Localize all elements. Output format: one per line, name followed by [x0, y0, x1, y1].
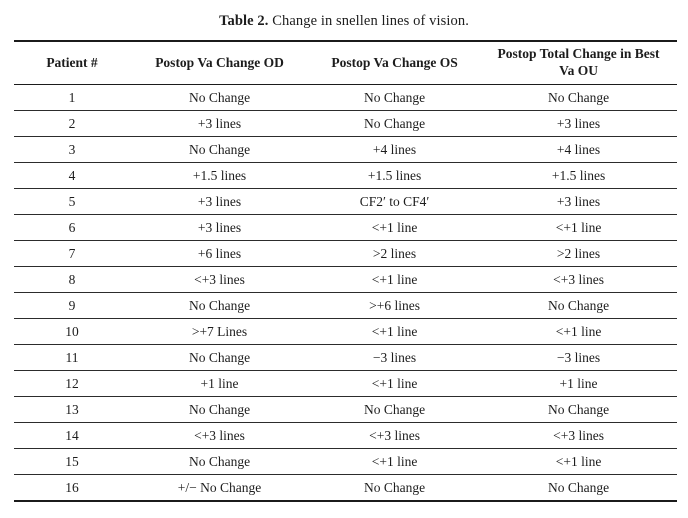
snellen-vision-table: Patient # Postop Va Change OD Postop Va … — [14, 40, 677, 502]
patient-cell: 16 — [65, 479, 79, 495]
patient-cell: 11 — [14, 344, 131, 371]
table-header-row: Patient # Postop Va Change OD Postop Va … — [14, 41, 677, 85]
table-row: 6 +3 lines <+1 line <+1 line — [14, 214, 677, 241]
od-cell: +3 lines — [130, 188, 310, 215]
patient-cell: 15 — [14, 448, 131, 475]
table-container: Patient # Postop Va Change OD Postop Va … — [14, 40, 677, 502]
os-cell: <+1 line — [309, 266, 481, 293]
os-cell: >2 lines — [309, 240, 481, 267]
os-cell: <+1 line — [309, 448, 481, 475]
os-cell: >+6 lines — [309, 292, 481, 319]
patient-cell: 10 — [14, 318, 131, 345]
patient-cell: 6 — [14, 214, 131, 241]
od-cell: <+3 lines — [130, 266, 310, 293]
od-cell: No Change — [130, 344, 310, 371]
ou-cell: +3 lines — [480, 188, 677, 215]
ou-cell: No Change — [480, 84, 677, 111]
od-cell: No Change — [130, 136, 310, 163]
table-row: 13 No Change No Change No Change — [14, 396, 677, 423]
table-row: 12 +1 line <+1 line +1 line — [14, 370, 677, 397]
os-cell: <+1 line — [309, 318, 481, 345]
od-cell: +3 lines — [130, 110, 310, 137]
table-row: 11 No Change −3 lines −3 lines — [14, 344, 677, 371]
od-cell: No Change — [130, 448, 310, 475]
column-header-od: Postop Va Change OD — [130, 41, 310, 85]
table-row: 15 No Change <+1 line <+1 line — [14, 448, 677, 475]
patient-cell: 14 — [14, 422, 131, 449]
ou-cell: +3 lines — [480, 110, 677, 137]
table-caption-label: Table 2. — [219, 13, 269, 29]
ou-cell: >2 lines — [480, 240, 677, 267]
patient-cell: 13 — [14, 396, 131, 423]
patient-cell: 7 — [14, 240, 131, 267]
column-header-patient: Patient # — [14, 41, 131, 85]
od-cell: +/− No Change — [177, 479, 262, 495]
table-row: 16 +/− No Change No Change No Change — [14, 475, 677, 502]
os-cell: No Change — [309, 84, 481, 111]
ou-cell: +1 line — [480, 370, 677, 397]
ou-cell: +4 lines — [480, 136, 677, 163]
od-cell: <+3 lines — [130, 422, 310, 449]
od-cell: +6 lines — [130, 240, 310, 267]
os-cell: CF2′ to CF4′ — [309, 188, 481, 215]
od-cell: No Change — [130, 84, 310, 111]
ou-cell: No Change — [480, 396, 677, 423]
os-cell: No Change — [363, 479, 426, 495]
patient-cell: 9 — [14, 292, 131, 319]
table-row: 4 +1.5 lines +1.5 lines +1.5 lines — [14, 162, 677, 189]
ou-cell: No Change — [480, 292, 677, 319]
os-cell: +4 lines — [309, 136, 481, 163]
os-cell: <+3 lines — [309, 422, 481, 449]
column-header-os: Postop Va Change OS — [309, 41, 481, 85]
patient-cell: 2 — [14, 110, 131, 137]
od-cell: +1 line — [130, 370, 310, 397]
os-cell: <+1 line — [309, 214, 481, 241]
od-cell: >+7 Lines — [130, 318, 310, 345]
patient-cell: 1 — [14, 84, 131, 111]
table-row: 7 +6 lines >2 lines >2 lines — [14, 240, 677, 267]
column-header-ou: Postop Total Change in Best Va OU — [480, 41, 677, 85]
table-row: 5 +3 lines CF2′ to CF4′ +3 lines — [14, 188, 677, 215]
ou-cell: <+1 line — [480, 214, 677, 241]
patient-cell: 4 — [14, 162, 131, 189]
os-cell: −3 lines — [309, 344, 481, 371]
table-row: 8 <+3 lines <+1 line <+3 lines — [14, 266, 677, 293]
od-cell: No Change — [130, 396, 310, 423]
od-cell: +1.5 lines — [130, 162, 310, 189]
table-caption-text: Change in snellen lines of vision. — [272, 13, 469, 29]
table-row: 2 +3 lines No Change +3 lines — [14, 110, 677, 137]
os-cell: +1.5 lines — [309, 162, 481, 189]
ou-cell: <+3 lines — [480, 422, 677, 449]
table-row: 9 No Change >+6 lines No Change — [14, 292, 677, 319]
ou-cell: No Change — [547, 479, 610, 495]
ou-cell: <+1 line — [480, 318, 677, 345]
patient-cell: 8 — [14, 266, 131, 293]
patient-cell: 5 — [14, 188, 131, 215]
table-row: 10 >+7 Lines <+1 line <+1 line — [14, 318, 677, 345]
os-cell: No Change — [309, 110, 481, 137]
table-caption: Table 2. Change in snellen lines of visi… — [0, 0, 688, 30]
ou-cell: −3 lines — [480, 344, 677, 371]
od-cell: +3 lines — [130, 214, 310, 241]
os-cell: No Change — [309, 396, 481, 423]
os-cell: <+1 line — [309, 370, 481, 397]
patient-cell: 3 — [14, 136, 131, 163]
table-row: 1 No Change No Change No Change — [14, 84, 677, 111]
table-row: 3 No Change +4 lines +4 lines — [14, 136, 677, 163]
table-body: 1 No Change No Change No Change 2 +3 lines No … — [14, 84, 677, 502]
ou-cell: <+3 lines — [480, 266, 677, 293]
od-cell: No Change — [130, 292, 310, 319]
patient-cell: 12 — [14, 370, 131, 397]
table-row: 14 <+3 lines <+3 lines <+3 lines — [14, 422, 677, 449]
ou-cell: +1.5 lines — [480, 162, 677, 189]
ou-cell: <+1 line — [480, 448, 677, 475]
